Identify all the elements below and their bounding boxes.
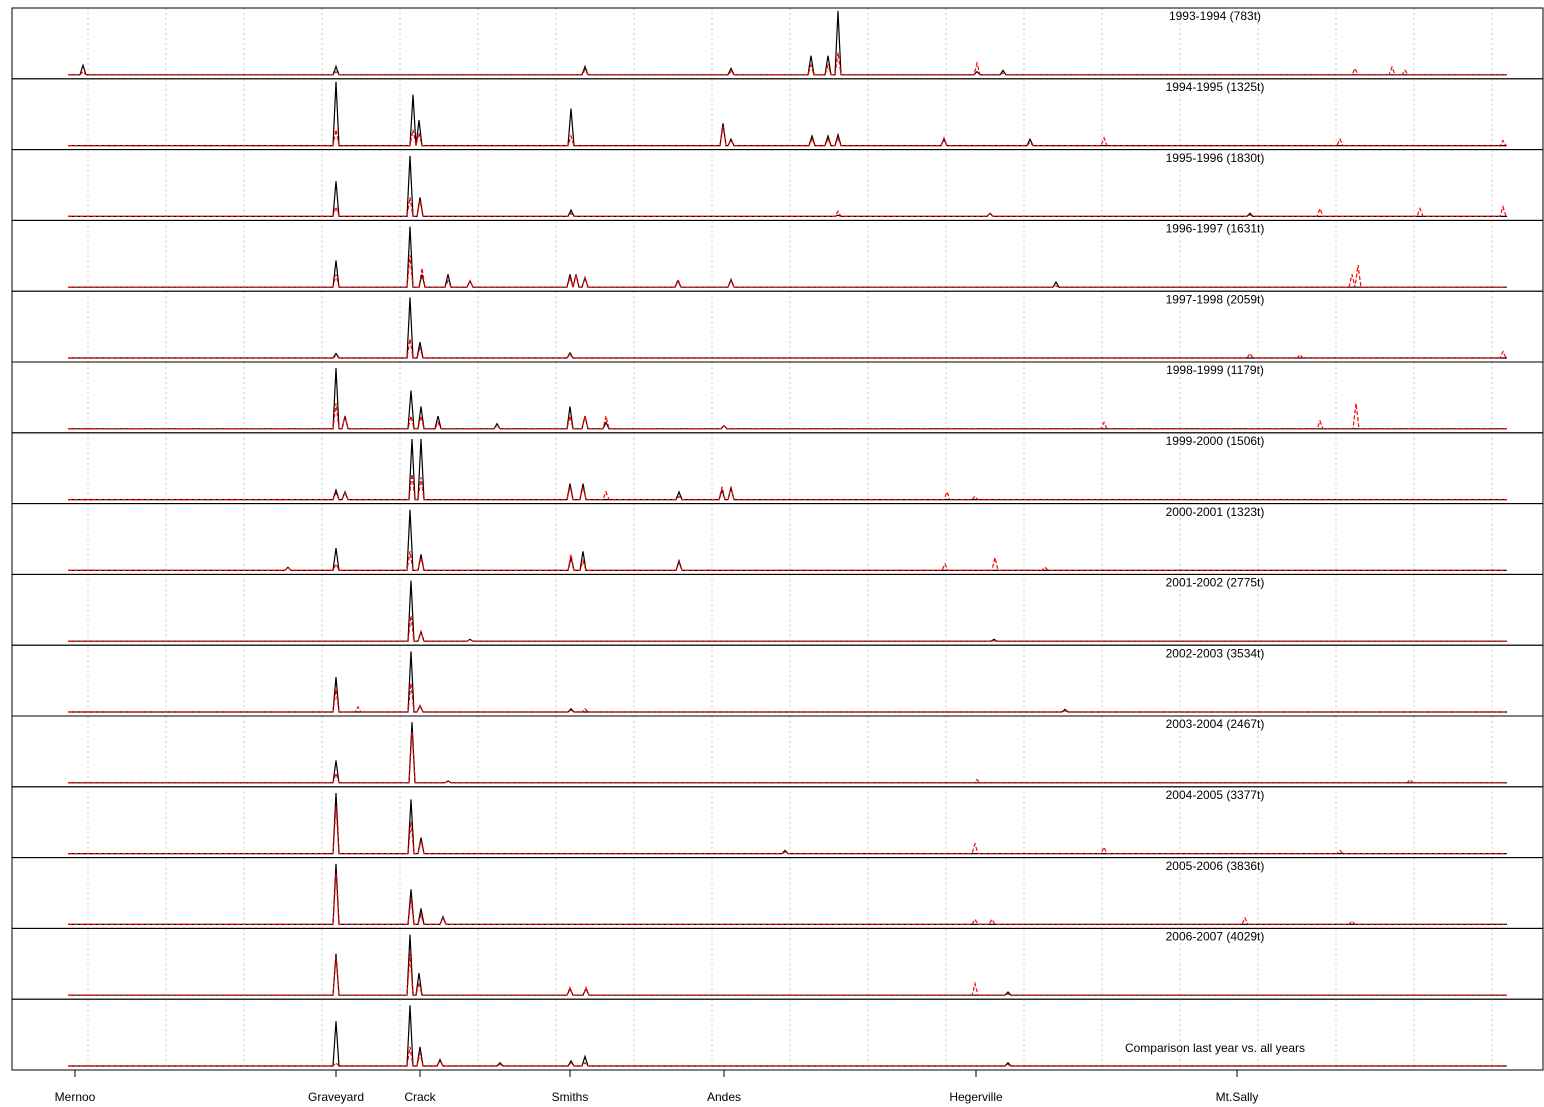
panel-title: 2006-2007 (4029t) <box>1166 930 1265 944</box>
series-line <box>68 438 1507 501</box>
series-line <box>68 651 1507 713</box>
series-line <box>68 722 1507 784</box>
series-line <box>68 197 1507 217</box>
series-line <box>68 1046 1507 1067</box>
series-line <box>68 126 1507 147</box>
series-line <box>68 52 1507 76</box>
panel-frame <box>11 998 1544 1071</box>
series-line <box>68 683 1507 713</box>
panel-frame <box>11 361 1544 434</box>
series-line <box>68 934 1507 996</box>
series-line <box>68 551 1507 571</box>
series-line <box>68 368 1507 430</box>
series-line <box>68 338 1507 359</box>
panel-frame <box>11 290 1544 363</box>
panel-title: 1997-1998 (2059t) <box>1166 292 1265 306</box>
series-line <box>68 792 1507 855</box>
panel-frame <box>11 927 1544 1000</box>
panel-title: 1995-1996 (1830t) <box>1166 151 1265 165</box>
panel-title: 2003-2004 (2467t) <box>1166 717 1265 731</box>
panel-frame <box>11 503 1544 575</box>
panel-frame <box>11 149 1544 221</box>
series-line <box>68 805 1507 855</box>
series-line <box>68 953 1507 996</box>
panel-frame <box>11 78 1544 151</box>
panel-title: 1999-2000 (1506t) <box>1166 434 1265 448</box>
x-tick-label: Mernoo <box>55 1090 96 1104</box>
series-line <box>68 1005 1507 1067</box>
panel-frame <box>11 7 1544 80</box>
panel-title: 1993-1994 (783t) <box>1169 9 1261 23</box>
panel-frame <box>11 786 1544 859</box>
panel-title: 2000-2001 (1323t) <box>1166 505 1265 519</box>
panel-frame <box>11 219 1544 292</box>
series-line <box>68 615 1507 642</box>
x-tick-label: Andes <box>707 1090 741 1104</box>
panel-title: 2001-2002 (2775t) <box>1166 576 1265 590</box>
panel-title: 2004-2005 (3377t) <box>1166 788 1265 802</box>
panel-frame <box>11 644 1544 717</box>
series-line <box>68 863 1507 925</box>
series-line <box>68 10 1507 76</box>
panel-title: 1994-1995 (1325t) <box>1166 80 1265 94</box>
panel-frame <box>11 573 1544 646</box>
x-tick-label: Hegerville <box>949 1090 1003 1104</box>
series-line <box>68 580 1507 642</box>
series-line <box>68 226 1507 288</box>
x-tick-label: Mt.Sally <box>1216 1090 1259 1104</box>
panel-title: 2005-2006 (3836t) <box>1166 859 1265 873</box>
x-tick-label: Smiths <box>552 1090 589 1104</box>
x-tick-label: Crack <box>404 1090 436 1104</box>
series-line <box>68 474 1507 501</box>
series-line <box>68 403 1507 430</box>
panel-title: Comparison last year vs. all years <box>1125 1041 1305 1055</box>
panel-frame <box>11 857 1544 929</box>
panel-frame <box>11 432 1544 505</box>
series-line <box>68 509 1507 571</box>
panel-title: 1996-1997 (1631t) <box>1166 222 1265 236</box>
panel-title: 2002-2003 (3534t) <box>1166 646 1265 660</box>
series-line <box>68 155 1507 217</box>
panel-frame <box>11 715 1544 788</box>
x-tick-label: Graveyard <box>308 1090 364 1104</box>
series-line <box>68 873 1507 925</box>
series-line <box>68 81 1507 147</box>
series-line <box>68 297 1507 359</box>
series-line <box>68 731 1507 784</box>
series-line <box>68 255 1507 290</box>
panel-title: 1998-1999 (1179t) <box>1166 363 1264 377</box>
